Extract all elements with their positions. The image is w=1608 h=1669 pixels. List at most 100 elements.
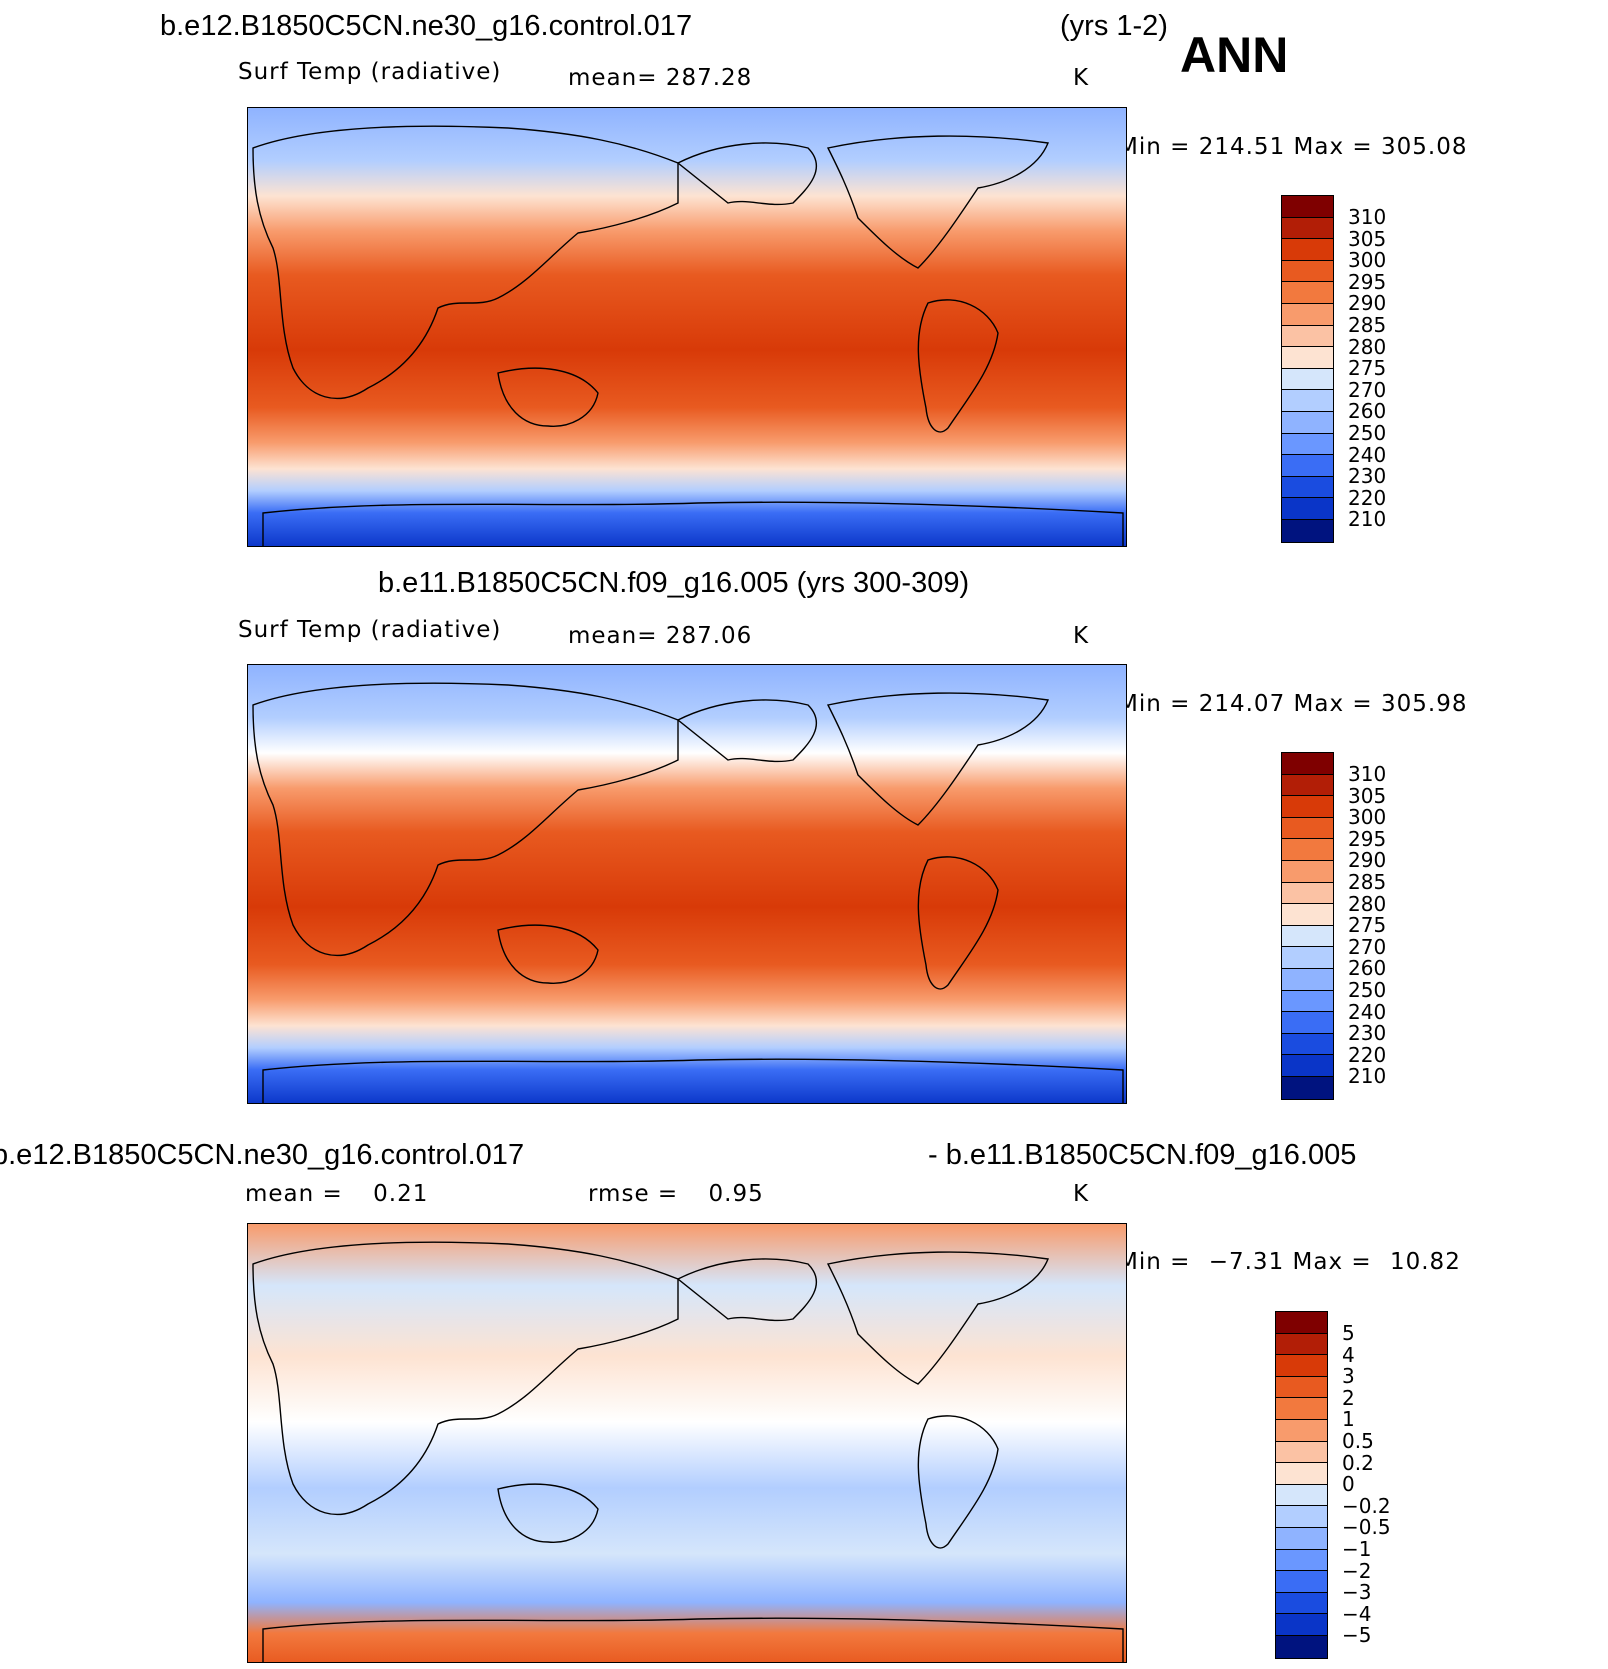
panel3-mean-value: 0.21 (373, 1181, 429, 1207)
colorbar-label: 260 (1348, 956, 1387, 981)
season-label: ANN (1180, 27, 1289, 83)
colorbar-label: 240 (1348, 999, 1387, 1024)
colorbar-label: −0.2 (1342, 1493, 1391, 1518)
coastline (497, 1483, 599, 1543)
colorbar-swatch (1276, 1549, 1327, 1572)
panel3-mean: mean = 0.21 (245, 1181, 428, 1207)
colorbar-label: 290 (1348, 291, 1387, 316)
panel3-min-value: −7.31 (1208, 1249, 1285, 1275)
colorbar-label: −2 (1342, 1558, 1372, 1583)
colorbar-label: 5 (1342, 1321, 1355, 1345)
colorbar-label: 295 (1348, 826, 1387, 851)
colorbar-label: 0.5 (1342, 1429, 1374, 1453)
panel2-variable: Surf Temp (radiative) (238, 617, 502, 643)
colorbar-swatch (1282, 1055, 1333, 1077)
colorbar-swatch (1282, 947, 1333, 969)
colorbar-label: −4 (1342, 1601, 1372, 1626)
colorbar-swatch (1282, 239, 1333, 261)
coastline (252, 682, 679, 957)
colorbar-label: 1 (1342, 1407, 1355, 1432)
colorbar-label: −0.5 (1342, 1515, 1391, 1540)
panel1-minmax: Min = 214.51 Max = 305.08 (1118, 134, 1468, 160)
colorbar-swatch (1282, 796, 1333, 818)
colorbar-swatch (1282, 860, 1333, 883)
colorbar-label: 250 (1348, 978, 1387, 1002)
colorbar-label: 260 (1348, 399, 1387, 424)
colorbar-swatch (1276, 1333, 1327, 1356)
panel3-units: K (1073, 1181, 1090, 1207)
colorbar-swatch (1282, 303, 1333, 326)
colorbar-label: 0 (1342, 1472, 1355, 1497)
coastline (917, 856, 999, 990)
colorbar-swatch (1282, 817, 1333, 840)
panel2-field (248, 665, 1126, 1103)
colorbar-swatch (1282, 368, 1333, 391)
coastline (262, 1058, 1124, 1103)
coastline (262, 1617, 1124, 1662)
colorbar-label: 275 (1348, 356, 1387, 381)
panel1-mean: mean= 287.28 (568, 65, 752, 91)
colorbar-swatch (1282, 1033, 1333, 1056)
colorbar-swatch (1276, 1635, 1327, 1658)
colorbar-swatch (1276, 1614, 1327, 1636)
panel3-max-label: Max (1292, 1249, 1344, 1275)
colorbar-label: 295 (1348, 269, 1387, 294)
colorbar-label: 230 (1348, 464, 1387, 489)
coastline (262, 501, 1124, 546)
colorbar-swatch (1282, 925, 1333, 948)
colorbar-swatch (1276, 1312, 1327, 1334)
colorbar-label: 300 (1348, 805, 1387, 830)
colorbar-swatch (1282, 260, 1333, 283)
colorbar-swatch (1276, 1527, 1327, 1550)
panel1-units: K (1073, 65, 1090, 91)
colorbar-label: −5 (1342, 1623, 1372, 1648)
panel1-min-value: 214.51 (1198, 134, 1286, 160)
colorbar-swatch (1282, 325, 1333, 348)
panel1-map (247, 107, 1127, 547)
panel1-mean-value: 287.28 (665, 65, 753, 91)
panel3-minmax: Min = −7.31 Max = 10.82 (1118, 1249, 1461, 1275)
panel2-mean: mean= 287.06 (568, 623, 752, 649)
panel1-mean-label: mean= (568, 65, 658, 91)
colorbar-swatch (1282, 217, 1333, 240)
panel2-mean-value: 287.06 (665, 623, 753, 649)
colorbar-swatch (1276, 1441, 1327, 1464)
colorbar-swatch (1276, 1571, 1327, 1593)
colorbar-label: 300 (1348, 248, 1387, 273)
colorbar-label: 270 (1348, 934, 1387, 959)
colorbar-swatch (1276, 1419, 1327, 1442)
colorbar-label: 210 (1348, 1064, 1387, 1089)
colorbar-swatch (1282, 904, 1333, 926)
colorbar-swatch (1276, 1592, 1327, 1615)
colorbar-swatch (1276, 1355, 1327, 1377)
coastline (917, 299, 999, 433)
panel3-max-value: 10.82 (1389, 1249, 1461, 1275)
panel3-mean-label: mean = (245, 1181, 343, 1207)
panel1-years: (yrs 1-2) (1060, 10, 1168, 42)
panel1-case-title: b.e12.B1850C5CN.ne30_g16.control.017 (160, 10, 693, 42)
colorbar-swatch (1276, 1506, 1327, 1528)
panel3-rmse-label: rmse = (588, 1181, 679, 1207)
panel2-max-label: Max (1293, 691, 1345, 717)
colorbar-label: 220 (1348, 1042, 1387, 1067)
panel2-min-value: 214.07 (1198, 691, 1286, 717)
colorbar-swatch (1276, 1463, 1327, 1485)
colorbar-label: 210 (1348, 507, 1387, 532)
coastline (497, 924, 599, 984)
panel1-field (248, 108, 1126, 546)
colorbar-swatch (1282, 347, 1333, 369)
colorbar-label: 310 (1348, 205, 1387, 229)
coastline (252, 1241, 679, 1516)
panel2-coastlines (252, 682, 1124, 1103)
coastline (676, 699, 818, 763)
panel2-max-value: 305.98 (1380, 691, 1468, 717)
panel2-units: K (1073, 623, 1090, 649)
panel2-mean-label: mean= (568, 623, 658, 649)
colorbar-label: 305 (1348, 783, 1387, 808)
panel3-case-left: b.e12.B1850C5CN.ne30_g16.control.017 (0, 1139, 525, 1171)
colorbar-label: 4 (1342, 1342, 1355, 1367)
colorbar-swatch (1282, 390, 1333, 412)
colorbar-label: 270 (1348, 377, 1387, 402)
panel2-minmax: Min = 214.07 Max = 305.98 (1118, 691, 1468, 717)
colorbar-label: 290 (1348, 848, 1387, 873)
